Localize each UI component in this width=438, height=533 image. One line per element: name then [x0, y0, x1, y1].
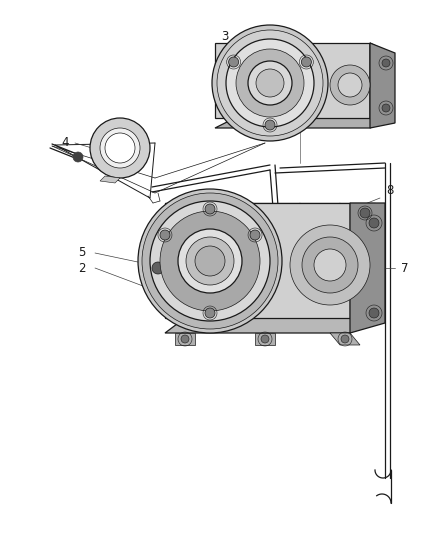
Circle shape — [301, 57, 311, 67]
Polygon shape — [165, 203, 350, 318]
Circle shape — [73, 152, 83, 162]
Polygon shape — [370, 43, 395, 128]
Circle shape — [261, 335, 269, 343]
Text: 2: 2 — [78, 262, 86, 274]
Polygon shape — [255, 333, 275, 345]
Circle shape — [178, 229, 242, 293]
Text: 3: 3 — [221, 29, 229, 43]
Text: 5: 5 — [78, 246, 86, 260]
Circle shape — [105, 133, 135, 163]
Circle shape — [152, 262, 164, 274]
Polygon shape — [370, 43, 390, 118]
Circle shape — [369, 308, 379, 318]
Polygon shape — [215, 43, 370, 118]
Circle shape — [382, 104, 390, 112]
Polygon shape — [100, 176, 120, 183]
Circle shape — [338, 73, 362, 97]
Text: 7: 7 — [401, 262, 409, 274]
Circle shape — [142, 193, 278, 329]
Circle shape — [250, 230, 260, 240]
Circle shape — [186, 237, 234, 285]
Circle shape — [314, 249, 346, 281]
Circle shape — [265, 120, 275, 130]
Circle shape — [150, 201, 270, 321]
Polygon shape — [165, 318, 375, 333]
Circle shape — [100, 128, 140, 168]
Circle shape — [138, 189, 282, 333]
Circle shape — [302, 237, 358, 293]
Text: 1: 1 — [297, 103, 304, 113]
Circle shape — [195, 246, 225, 276]
Circle shape — [330, 65, 370, 105]
Circle shape — [160, 230, 170, 240]
Circle shape — [226, 39, 314, 127]
Circle shape — [205, 308, 215, 318]
Circle shape — [248, 61, 292, 105]
Circle shape — [217, 30, 323, 136]
Circle shape — [256, 69, 284, 97]
Circle shape — [181, 335, 189, 343]
Circle shape — [205, 204, 215, 214]
Polygon shape — [175, 333, 195, 345]
Circle shape — [90, 118, 150, 178]
Circle shape — [369, 218, 379, 228]
Circle shape — [229, 57, 239, 67]
Polygon shape — [215, 118, 390, 128]
Polygon shape — [350, 203, 375, 318]
Polygon shape — [330, 333, 360, 345]
Circle shape — [212, 25, 328, 141]
Circle shape — [341, 335, 349, 343]
Circle shape — [382, 59, 390, 67]
Circle shape — [160, 211, 260, 311]
Text: 4: 4 — [61, 136, 69, 149]
Circle shape — [290, 225, 370, 305]
Circle shape — [236, 49, 304, 117]
Polygon shape — [350, 203, 385, 333]
Circle shape — [360, 208, 370, 218]
Text: 8: 8 — [386, 184, 394, 198]
